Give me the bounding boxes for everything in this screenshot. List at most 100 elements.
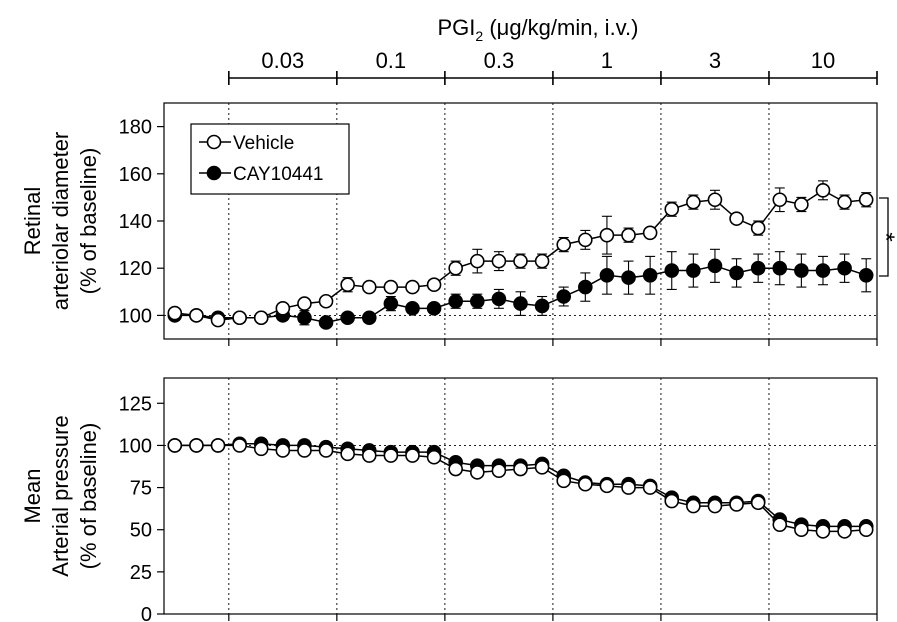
pressure-point-vehicle bbox=[794, 522, 809, 538]
pressure-y-ticks: 0 25 50 75 100 125 bbox=[119, 393, 164, 622]
diameter-point-cay10441 bbox=[686, 263, 701, 278]
diameter-point-cay10441 bbox=[426, 301, 442, 316]
pressure-series bbox=[167, 436, 874, 539]
diameter-point-cay10441 bbox=[707, 258, 723, 274]
pressure-point-vehicle bbox=[729, 497, 744, 512]
pressure-y-tick-label: 25 bbox=[130, 562, 152, 584]
pressure-point-vehicle bbox=[534, 460, 550, 475]
diameter-y-ticks: 100 120 140 160 180 bbox=[119, 117, 164, 327]
pressure-y-tick-label: 75 bbox=[130, 478, 152, 500]
pressure-point-vehicle bbox=[815, 524, 831, 539]
diameter-point-vehicle bbox=[837, 194, 852, 210]
diameter-point-cay10441 bbox=[297, 310, 312, 326]
diameter-point-vehicle bbox=[707, 192, 723, 208]
diameter-point-vehicle bbox=[556, 237, 572, 252]
diameter-y-tick-label: 180 bbox=[119, 117, 152, 139]
diameter-point-cay10441 bbox=[405, 301, 420, 316]
diameter-ylabel-line-3: (% of baseline) bbox=[76, 148, 101, 295]
dose-label: 3 bbox=[709, 48, 721, 73]
diameter-point-vehicle bbox=[686, 194, 701, 210]
pressure-point-vehicle bbox=[664, 493, 680, 509]
diameter-point-cay10441 bbox=[815, 263, 831, 278]
diameter-point-cay10441 bbox=[772, 260, 788, 276]
pressure-ylabel-line-3: (% of baseline) bbox=[76, 423, 101, 570]
pressure-point-vehicle bbox=[556, 473, 572, 489]
dose-label: 0.1 bbox=[376, 48, 407, 73]
pressure-ylabel-line-2: Arterial pressure bbox=[48, 415, 73, 576]
diameter-point-cay10441 bbox=[750, 260, 766, 276]
diameter-point-vehicle bbox=[189, 308, 204, 323]
legend-vehicle-label: Vehicle bbox=[233, 133, 294, 154]
pressure-point-vehicle bbox=[210, 438, 226, 453]
diameter-point-cay10441 bbox=[513, 296, 528, 311]
diameter-point-vehicle bbox=[448, 260, 463, 276]
diameter-y-tick-label: 140 bbox=[119, 211, 152, 233]
diameter-point-vehicle bbox=[578, 232, 593, 248]
pressure-grid bbox=[164, 378, 878, 621]
pressure-point-vehicle bbox=[383, 448, 399, 463]
diameter-point-cay10441 bbox=[858, 267, 874, 283]
diameter-point-vehicle bbox=[815, 183, 831, 198]
diameter-y-tick-label: 120 bbox=[119, 258, 152, 280]
diameter-point-cay10441 bbox=[469, 293, 485, 309]
pressure-y-tick-label: 50 bbox=[130, 520, 152, 542]
diameter-point-vehicle bbox=[318, 293, 334, 309]
pressure-point-vehicle bbox=[167, 438, 183, 453]
diameter-ylabel-line-2: arteriolar diameter bbox=[48, 132, 73, 311]
diameter-point-vehicle bbox=[513, 253, 528, 269]
diameter-point-vehicle bbox=[405, 279, 420, 295]
pressure-point-vehicle bbox=[599, 478, 615, 494]
diameter-point-vehicle bbox=[642, 225, 658, 241]
diameter-point-vehicle bbox=[858, 192, 874, 208]
significance-bracket bbox=[879, 197, 889, 277]
diameter-point-vehicle bbox=[664, 201, 680, 217]
diameter-point-cay10441 bbox=[534, 298, 550, 314]
diameter-point-cay10441 bbox=[578, 279, 593, 295]
diameter-ylabel-line-1: Retinal bbox=[20, 187, 45, 255]
diameter-point-vehicle bbox=[534, 253, 550, 269]
diameter-point-cay10441 bbox=[664, 263, 680, 278]
diameter-point-vehicle bbox=[426, 277, 442, 293]
diameter-point-cay10441 bbox=[729, 265, 744, 281]
pressure-point-vehicle bbox=[448, 461, 463, 477]
pressure-point-vehicle bbox=[750, 495, 766, 511]
pressure-point-vehicle bbox=[361, 448, 377, 463]
pressure-series-line-vehicle bbox=[174, 444, 867, 533]
pressure-ylabel-line-1: Mean bbox=[20, 468, 45, 523]
significance-asterisk: * bbox=[872, 232, 897, 241]
diameter-series bbox=[167, 180, 874, 330]
diameter-point-vehicle bbox=[491, 253, 507, 269]
diameter-point-vehicle bbox=[621, 227, 636, 243]
pressure-point-vehicle bbox=[426, 449, 442, 465]
legend-cay-marker bbox=[206, 165, 222, 181]
pressure-point-vehicle bbox=[469, 465, 485, 480]
diameter-point-vehicle bbox=[275, 301, 291, 316]
pressure-point-vehicle bbox=[621, 480, 636, 495]
diameter-point-vehicle bbox=[383, 279, 399, 295]
pressure-plot-frame bbox=[163, 377, 878, 615]
diameter-point-cay10441 bbox=[599, 267, 615, 283]
legend-vehicle-marker bbox=[206, 134, 222, 150]
diameter-point-vehicle bbox=[794, 197, 809, 212]
pressure-y-tick-label: 0 bbox=[141, 604, 152, 622]
pressure-point-vehicle bbox=[275, 443, 291, 458]
diameter-point-vehicle bbox=[253, 310, 269, 326]
dose-label: 10 bbox=[811, 48, 835, 73]
pressure-y-tick-label: 100 bbox=[119, 435, 152, 457]
legend: Vehicle CAY10441 bbox=[190, 123, 350, 195]
diameter-point-cay10441 bbox=[318, 315, 334, 330]
pressure-point-vehicle bbox=[297, 443, 312, 458]
pressure-point-vehicle bbox=[772, 517, 788, 532]
pressure-point-vehicle bbox=[513, 461, 528, 477]
diameter-point-vehicle bbox=[729, 211, 744, 226]
diameter-point-cay10441 bbox=[621, 270, 636, 285]
pressure-y-tick-label: 125 bbox=[119, 393, 152, 415]
diameter-point-cay10441 bbox=[556, 289, 572, 304]
pressure-point-vehicle bbox=[858, 522, 874, 538]
dose-label: 1 bbox=[601, 48, 613, 73]
pressure-point-vehicle bbox=[253, 441, 269, 457]
diameter-point-cay10441 bbox=[361, 310, 377, 326]
pressure-y-axis-title: Mean Arterial pressure (% of baseline) bbox=[20, 415, 101, 576]
